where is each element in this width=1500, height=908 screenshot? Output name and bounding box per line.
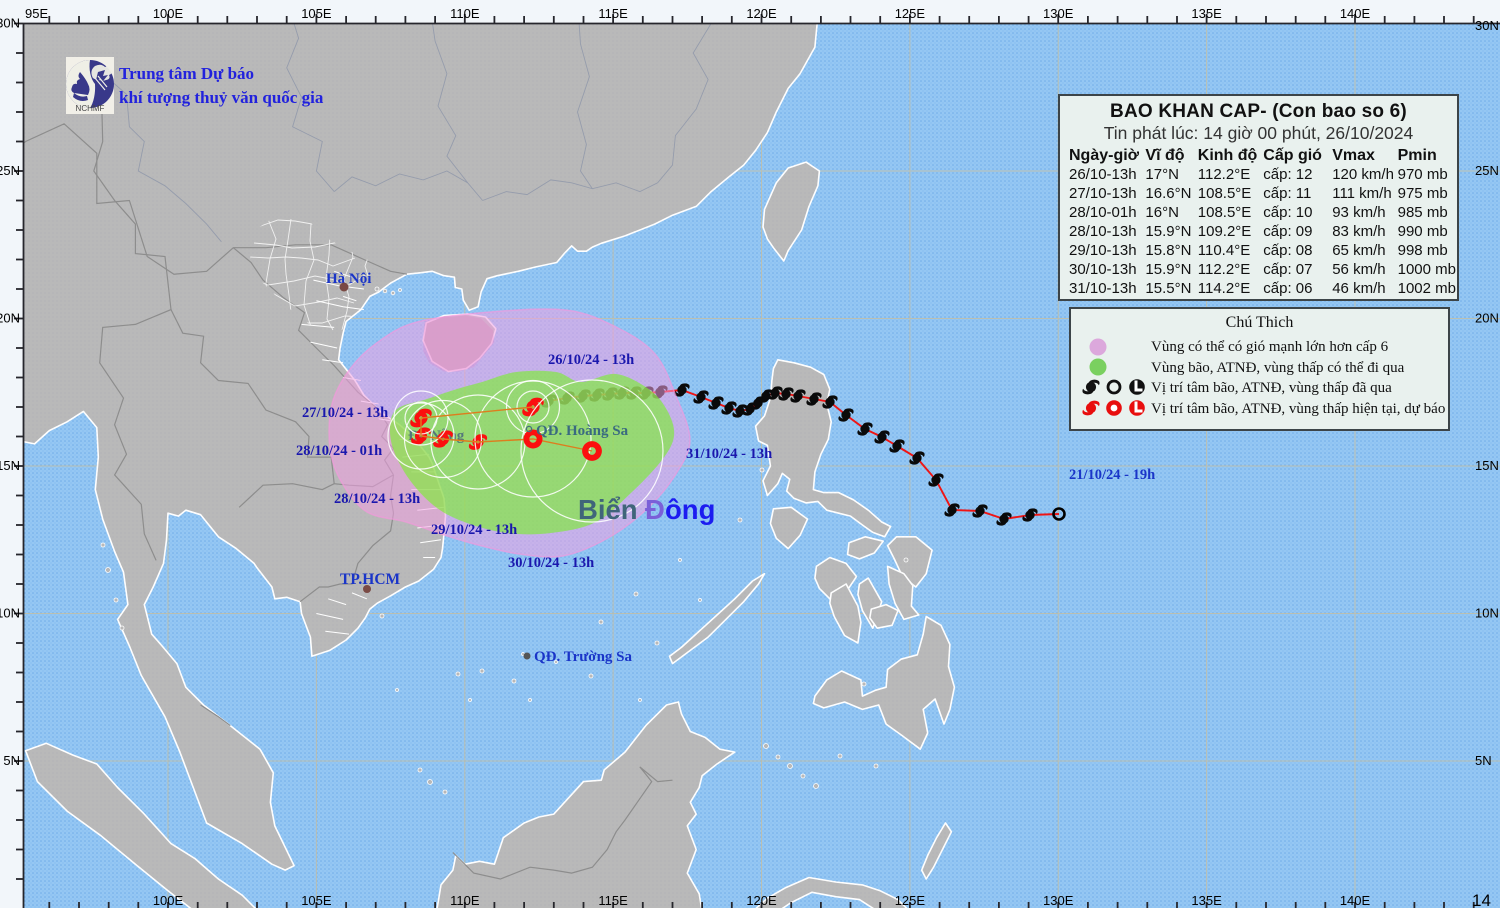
svg-text:Biển: Biển <box>578 494 638 525</box>
svg-text:125E: 125E <box>895 6 926 21</box>
svg-text:Đ: Đ <box>645 494 665 525</box>
svg-text:140E: 140E <box>1340 6 1371 21</box>
svg-text:NCHMF: NCHMF <box>76 104 105 113</box>
svg-text:110E: 110E <box>450 893 480 908</box>
svg-text:25N: 25N <box>1475 163 1499 178</box>
svg-text:10N: 10N <box>1475 606 1499 621</box>
svg-text:20N: 20N <box>0 311 20 326</box>
svg-text:10N: 10N <box>0 606 20 621</box>
svg-text:TP.HCM: TP.HCM <box>340 571 401 588</box>
svg-text:14: 14 <box>1472 891 1491 908</box>
svg-text:30N: 30N <box>1475 18 1499 33</box>
svg-text:QĐ. Trường Sa: QĐ. Trường Sa <box>534 649 633 665</box>
svg-text:15N: 15N <box>0 458 20 473</box>
svg-text:29/10/24 - 13h: 29/10/24 - 13h <box>431 522 517 538</box>
svg-text:135E: 135E <box>1191 893 1222 908</box>
svg-text:5N: 5N <box>3 753 20 768</box>
svg-text:31/10/24 - 13h: 31/10/24 - 13h <box>686 446 772 462</box>
svg-text:105E: 105E <box>301 893 332 908</box>
svg-text:Trung tâm Dự báo: Trung tâm Dự báo <box>119 64 254 83</box>
svg-text:100E: 100E <box>153 893 184 908</box>
svg-text:30N: 30N <box>0 16 20 31</box>
svg-text:115E: 115E <box>598 6 628 21</box>
svg-text:28/10/24 - 13h: 28/10/24 - 13h <box>334 491 420 507</box>
svg-text:95E: 95E <box>25 6 48 21</box>
svg-text:125E: 125E <box>895 893 926 908</box>
svg-text:30/10/24 - 13h: 30/10/24 - 13h <box>508 555 594 571</box>
svg-text:100E: 100E <box>153 6 184 21</box>
svg-text:QĐ. Hoàng Sa: QĐ. Hoàng Sa <box>536 423 629 439</box>
svg-text:15N: 15N <box>1475 458 1499 473</box>
svg-text:21/10/24 - 19h: 21/10/24 - 19h <box>1069 467 1155 483</box>
svg-text:ông: ông <box>665 494 715 525</box>
svg-text:120E: 120E <box>746 893 777 908</box>
svg-text:130E: 130E <box>1043 893 1074 908</box>
svg-text:110E: 110E <box>450 6 480 21</box>
svg-text:26/10/24 - 13h: 26/10/24 - 13h <box>548 352 634 368</box>
svg-text:105E: 105E <box>301 6 332 21</box>
svg-text:130E: 130E <box>1043 6 1074 21</box>
svg-text:140E: 140E <box>1340 893 1371 908</box>
svg-text:Hà Nội: Hà Nội <box>326 271 371 287</box>
svg-text:5N: 5N <box>1475 753 1492 768</box>
svg-text:27/10/24 - 13h: 27/10/24 - 13h <box>302 405 388 421</box>
svg-text:135E: 135E <box>1191 6 1222 21</box>
svg-text:20N: 20N <box>1475 311 1499 326</box>
svg-text:120E: 120E <box>746 6 777 21</box>
svg-text:25N: 25N <box>0 163 20 178</box>
svg-text:115E: 115E <box>598 893 628 908</box>
svg-text:28/10/24 - 01h: 28/10/24 - 01h <box>296 443 382 459</box>
svg-text:khí tượng thuỷ văn quốc gia: khí tượng thuỷ văn quốc gia <box>119 88 324 107</box>
